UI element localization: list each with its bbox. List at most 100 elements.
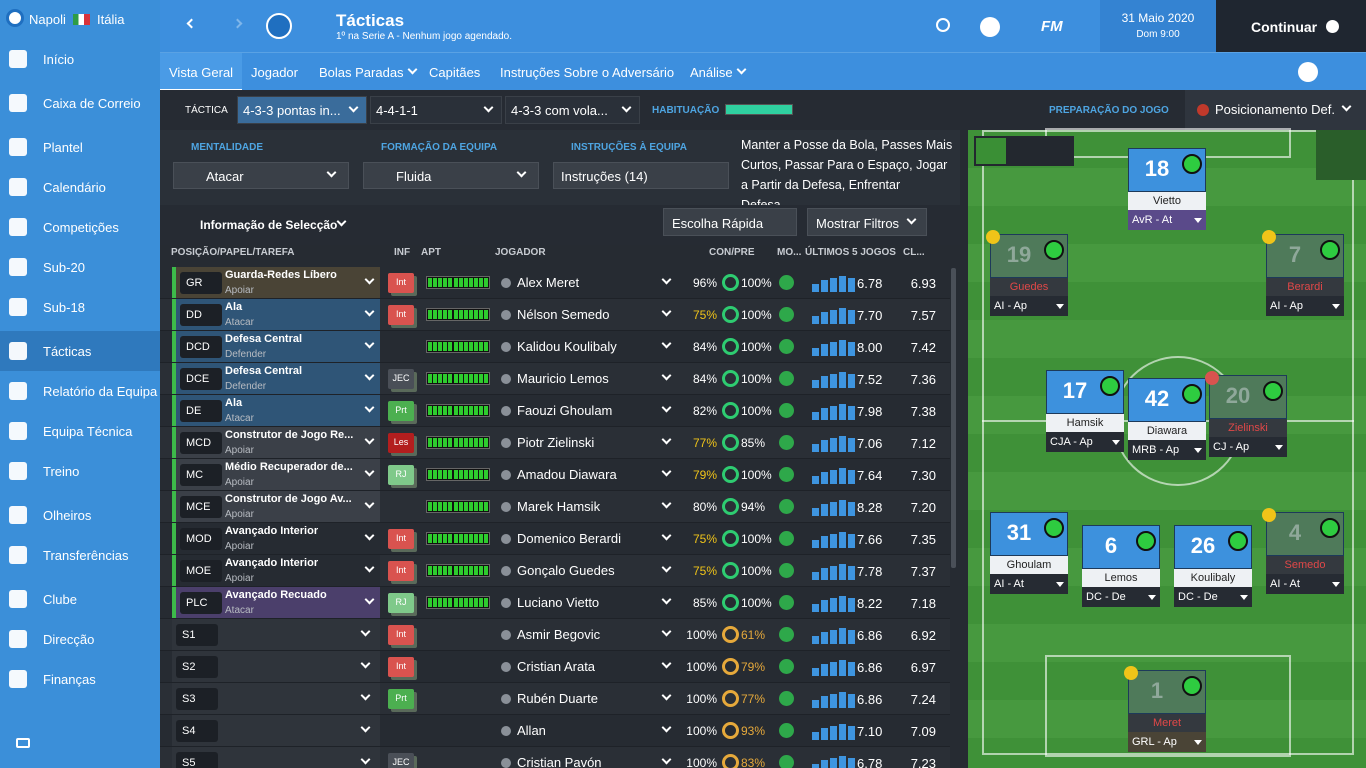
player-name[interactable]: Kalidou Koulibaly <box>517 339 617 354</box>
table-row[interactable]: DE Ala Atacar Prt Faouzi Ghoulam 82% 100% 7.98 7… <box>160 395 950 427</box>
form-bar <box>839 628 846 644</box>
player-card[interactable]: 1 Meret GRL - Ap <box>1124 666 1206 752</box>
nav-item[interactable]: Equipa Técnica <box>0 411 160 451</box>
match-prep-link[interactable]: PREPARAÇÃO DO JOGO <box>1049 105 1169 116</box>
player-name[interactable]: Amadou Diawara <box>517 467 617 482</box>
player-card[interactable]: 31 Ghoulam AI - At <box>990 512 1068 594</box>
table-row[interactable]: PLC Avançado Recuado Atacar RJ Luciano Viett… <box>160 587 950 619</box>
tactic-dropdown[interactable]: 4-3-3 pontas in... <box>237 96 367 124</box>
player-name[interactable]: Cristian Arata <box>517 659 596 674</box>
nav-item[interactable]: Tácticas <box>0 331 160 371</box>
player-card[interactable]: 4 Semedo AI - At <box>1262 508 1344 594</box>
table-row[interactable]: S3 Prt Rubén Duarte 100% 77% 6.86 7.24 <box>160 683 950 715</box>
column-header[interactable]: CON/PRE <box>709 247 755 258</box>
globe-button[interactable] <box>980 17 1000 37</box>
column-header[interactable]: JOGADOR <box>495 247 546 258</box>
column-header[interactable]: CL... <box>903 247 925 258</box>
setting-dropdown[interactable]: Fluida <box>363 162 539 189</box>
player-name[interactable]: Alex Meret <box>517 275 580 290</box>
position-dropdown[interactable]: Posicionamento Def. <box>1185 90 1366 130</box>
card-role: AI - Ap <box>990 296 1068 316</box>
table-row[interactable]: MOE Avançado Interior Apoiar Int Gonçalo Gue… <box>160 555 950 587</box>
player-name[interactable]: Luciano Vietto <box>517 595 600 610</box>
player-name[interactable]: Domenico Berardi <box>517 531 622 546</box>
player-card[interactable]: 42 Diawara MRB - Ap <box>1128 378 1206 460</box>
nav-item[interactable]: Plantel <box>0 127 160 167</box>
column-header[interactable]: APT <box>421 247 441 258</box>
table-row[interactable]: MCD Construtor de Jogo Re... Apoiar Les Piot… <box>160 427 950 459</box>
nav-item[interactable]: Caixa de Correio <box>0 83 160 123</box>
nav-item[interactable]: Transferências <box>0 535 160 575</box>
filters-button[interactable]: Mostrar Filtros <box>807 208 927 236</box>
nav-item[interactable]: Sub-20 <box>0 247 160 287</box>
table-row[interactable]: DCD Defesa Central Defender Kalidou Kouliba… <box>160 331 950 363</box>
player-card[interactable]: 7 Berardi AI - Ap <box>1262 230 1344 316</box>
selection-title[interactable]: Informação de Selecção <box>200 218 338 232</box>
condition: 84% <box>692 372 717 386</box>
tactic-dropdown[interactable]: 4-3-3 com vola... <box>505 96 640 124</box>
player-card[interactable]: 6 Lemos DC - De <box>1082 525 1160 607</box>
player-card[interactable]: 26 Koulibaly DC - De <box>1174 525 1252 607</box>
setting-dropdown[interactable]: Atacar <box>173 162 349 189</box>
quick-pick-button[interactable]: Escolha Rápida <box>663 208 797 236</box>
setting-dropdown[interactable]: Instruções (14) <box>553 162 729 189</box>
nav-item[interactable]: Olheiros <box>0 495 160 535</box>
column-header[interactable]: MO... <box>777 247 802 258</box>
table-row[interactable]: DCE Defesa Central Defender JEC Mauricio Lem… <box>160 363 950 395</box>
player-name[interactable]: Mauricio Lemos <box>517 371 609 386</box>
tactic-dropdown[interactable]: 4-4-1-1 <box>370 96 502 124</box>
tab[interactable]: Análise <box>681 53 747 91</box>
nav-item[interactable]: Competições <box>0 207 160 247</box>
player-name[interactable]: Allan <box>517 723 546 738</box>
player-card[interactable]: 20 Zielinski CJ - Ap <box>1205 371 1287 457</box>
table-row[interactable]: MCE Construtor de Jogo Av... Apoiar Marek H… <box>160 491 950 523</box>
position-tag: S2 <box>176 656 218 678</box>
player-name[interactable]: Cristian Pavón <box>517 755 602 768</box>
table-row[interactable]: S4 Allan 100% 93% 7.10 7.09 <box>160 715 950 747</box>
table-row[interactable]: S5 JEC Cristian Pavón 100% 83% 6.78 7.23 <box>160 747 950 768</box>
nav-item[interactable]: Relatório da Equipa <box>0 371 160 411</box>
nav-label: Sub-20 <box>43 260 85 275</box>
view-buttons[interactable] <box>974 136 1074 166</box>
tab[interactable]: Bolas Paradas <box>310 53 418 91</box>
nav-item[interactable]: Sub-18 <box>0 287 160 327</box>
player-card[interactable]: 19 Guedes AI - Ap <box>986 230 1068 316</box>
nav-item[interactable]: Calendário <box>0 167 160 207</box>
player-name[interactable]: Nélson Semedo <box>517 307 610 322</box>
player-name[interactable]: Faouzi Ghoulam <box>517 403 613 418</box>
nav-item[interactable]: Início <box>0 39 160 79</box>
player-card[interactable]: 17 Hamsik CJA - Ap <box>1046 370 1124 452</box>
table-row[interactable]: MOD Avançado Interior Apoiar Int Domenico Be… <box>160 523 950 555</box>
column-header[interactable]: ÚLTIMOS 5 JOGOS <box>805 247 896 258</box>
nav-item[interactable]: Direcção <box>0 619 160 659</box>
search-button[interactable] <box>936 18 950 32</box>
table-row[interactable]: DD Ala Atacar Int Nélson Semedo 75% 100% 7.70 7.… <box>160 299 950 331</box>
tab[interactable]: Jogador <box>242 53 307 91</box>
table-row[interactable]: S2 Int Cristian Arata 100% 79% 6.86 6.97 <box>160 651 950 683</box>
sidebar-toggle[interactable] <box>16 738 30 748</box>
nav-item[interactable]: Clube <box>0 579 160 619</box>
table-row[interactable]: GR Guarda-Redes Líbero Apoiar Int Alex Meret… <box>160 267 950 299</box>
continue-button[interactable]: Continuar <box>1216 0 1366 52</box>
side-panel-button[interactable] <box>1316 130 1366 180</box>
table-row[interactable]: S1 Int Asmir Begovic 100% 61% 6.86 6.92 <box>160 619 950 651</box>
tab[interactable]: Vista Geral <box>160 53 243 91</box>
tab[interactable]: Capitães <box>420 53 489 91</box>
player-name[interactable]: Gonçalo Guedes <box>517 563 615 578</box>
player-name[interactable]: Piotr Zielinski <box>517 435 595 450</box>
help-button[interactable] <box>1298 62 1318 82</box>
position-code: GR <box>186 277 203 289</box>
tab-label: Bolas Paradas <box>319 65 404 80</box>
nav-label: Olheiros <box>43 508 92 523</box>
player-name[interactable]: Rubén Duarte <box>517 691 598 706</box>
nav-item[interactable]: Treino <box>0 451 160 491</box>
column-header[interactable]: INF <box>394 247 411 258</box>
table-row[interactable]: MC Médio Recuperador de... Apoiar RJ Amadou … <box>160 459 950 491</box>
player-name[interactable]: Asmir Begovic <box>517 627 601 642</box>
column-header[interactable]: POSIÇÃO/PAPEL/TAREFA <box>171 247 295 258</box>
brand[interactable]: FM <box>1041 18 1063 35</box>
player-card[interactable]: 18 Vietto AvR - At <box>1128 148 1206 230</box>
nav-item[interactable]: Finanças <box>0 659 160 699</box>
player-name[interactable]: Marek Hamsik <box>517 499 601 514</box>
tab[interactable]: Instruções Sobre o Adversário <box>491 53 683 91</box>
